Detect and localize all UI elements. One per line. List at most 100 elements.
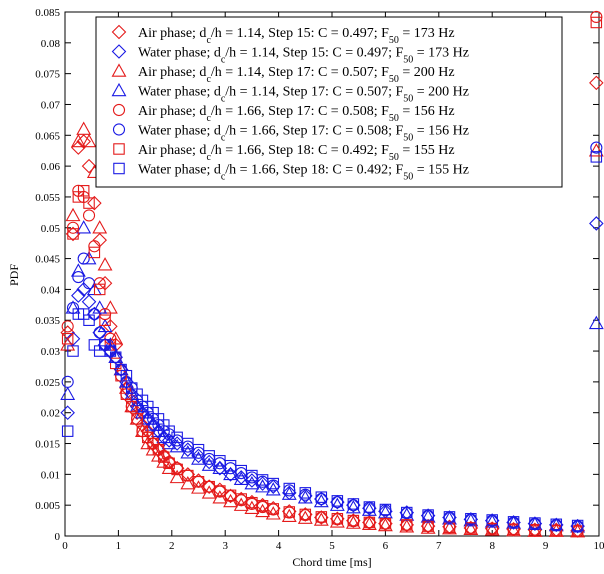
legend-label: Water phase; dc/h = 1.66, Step 17: C = 0… (138, 124, 469, 144)
data-point (570, 518, 585, 534)
data-point (76, 121, 92, 135)
data-point (331, 495, 344, 507)
data-point (329, 497, 345, 511)
legend-entry: Air phase; dc/h = 1.14, Step 17: C = 0.5… (111, 63, 455, 85)
data-point (76, 282, 91, 297)
data-point (201, 454, 217, 470)
data-point (297, 490, 313, 504)
legend-entry: Air phase; dc/h = 1.66, Step 17: C = 0.5… (112, 103, 455, 124)
legend-marker (111, 82, 127, 97)
legend-label: Water phase; dc/h = 1.14, Step 15: C = 0… (138, 46, 469, 66)
x-tick-label: 4 (276, 540, 282, 552)
data-point (486, 522, 498, 535)
data-point (422, 509, 434, 521)
legend-marker (112, 103, 126, 117)
data-point (61, 375, 74, 388)
data-point (120, 369, 133, 382)
x-tick-label: 7 (436, 540, 442, 552)
data-point (93, 326, 106, 339)
legend-label: Air phase; dc/h = 1.14, Step 17: C = 0.5… (138, 65, 455, 85)
data-point (61, 320, 74, 333)
x-tick-label: 5 (329, 540, 335, 552)
data-point (180, 445, 196, 459)
data-point (463, 521, 479, 535)
x-tick-label: 1 (116, 540, 122, 552)
y-tick-label: 0.025 (35, 377, 60, 389)
data-point (70, 263, 86, 277)
y-tick-label: 0.06 (41, 161, 61, 173)
data-point (401, 506, 413, 519)
y-tick-label: 0.04 (41, 284, 61, 296)
legend-marker (112, 123, 126, 136)
data-point (223, 466, 238, 481)
y-tick-label: 0.03 (41, 346, 61, 358)
data-point (347, 514, 360, 527)
data-point (244, 475, 260, 490)
data-point (363, 501, 376, 513)
data-point (77, 252, 90, 265)
data-point (363, 516, 376, 529)
data-point (265, 506, 281, 520)
data-point (81, 133, 97, 148)
data-point (506, 515, 521, 530)
data-point (299, 508, 312, 521)
data-point (361, 502, 377, 516)
data-point (313, 493, 329, 508)
data-point (163, 457, 175, 470)
data-point (465, 522, 477, 534)
data-point (61, 425, 74, 437)
data-point (422, 520, 434, 532)
data-point (65, 331, 81, 347)
data-point (182, 437, 194, 450)
data-point (399, 519, 415, 533)
data-point (67, 345, 79, 357)
data-point (589, 75, 604, 91)
data-point (484, 514, 500, 528)
legend-marker (111, 63, 127, 77)
y-tick-label: 0 (55, 531, 61, 543)
data-point (379, 517, 392, 530)
data-point (588, 143, 604, 157)
data-point (529, 517, 541, 529)
data-point (590, 16, 603, 29)
data-point (313, 512, 329, 526)
data-point (442, 520, 457, 535)
data-point (61, 332, 74, 345)
y-axis-label: PDF (7, 264, 21, 286)
data-point (314, 491, 329, 507)
data-point (589, 216, 604, 231)
data-point (420, 509, 436, 523)
data-point (345, 500, 361, 514)
series-8 (61, 151, 603, 532)
data-point (212, 490, 228, 504)
data-point (76, 134, 91, 149)
data-point (71, 288, 86, 303)
data-point (66, 221, 80, 234)
y-tick-label: 0.015 (35, 439, 60, 451)
x-tick-label: 10 (594, 540, 604, 552)
data-point (192, 443, 205, 456)
x-axis-label: Chord time [ms] (292, 555, 371, 569)
y-tick-label: 0.05 (41, 223, 61, 235)
data-point (283, 506, 296, 518)
data-point (92, 325, 107, 340)
y-tick-label: 0.055 (35, 192, 60, 204)
legend-marker (111, 24, 127, 40)
data-point (283, 482, 296, 495)
data-point (442, 511, 457, 525)
legend-label: Water phase; dc/h = 1.66, Step 18: C = 0… (138, 163, 469, 183)
y-tick-label: 0.075 (35, 69, 60, 81)
data-point (507, 523, 520, 535)
legend-entry: Water phase; dc/h = 1.66, Step 18: C = 0… (113, 163, 469, 183)
data-point (550, 518, 563, 531)
data-point (484, 522, 500, 536)
legend-label: Air phase; dc/h = 1.66, Step 18: C = 0.4… (138, 143, 455, 163)
data-point (361, 516, 377, 531)
legend-entry: Air phase; dc/h = 1.66, Step 18: C = 0.4… (113, 143, 455, 163)
data-point (191, 451, 206, 465)
legend-marker (113, 143, 125, 155)
legend-marker (111, 44, 127, 59)
data-point (379, 503, 392, 516)
data-markers (60, 10, 604, 538)
